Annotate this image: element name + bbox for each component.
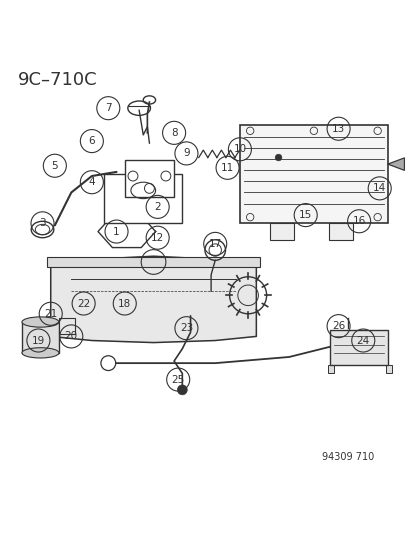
Text: 17: 17: [208, 239, 221, 249]
FancyBboxPatch shape: [104, 174, 182, 223]
Text: 7: 7: [105, 103, 112, 113]
Text: 24: 24: [356, 335, 369, 345]
FancyBboxPatch shape: [239, 125, 387, 223]
Text: 10: 10: [233, 144, 246, 154]
FancyBboxPatch shape: [328, 365, 334, 374]
Ellipse shape: [22, 348, 59, 358]
Text: 18: 18: [118, 298, 131, 309]
Text: 23: 23: [179, 323, 192, 333]
FancyBboxPatch shape: [22, 322, 59, 353]
Polygon shape: [387, 158, 404, 170]
FancyBboxPatch shape: [47, 257, 260, 266]
Text: 26: 26: [331, 321, 344, 331]
Text: 1: 1: [113, 227, 119, 237]
Text: 2: 2: [154, 202, 161, 212]
Circle shape: [275, 154, 281, 161]
Text: 5: 5: [51, 161, 58, 171]
Text: 21: 21: [44, 309, 57, 319]
Text: 22: 22: [77, 298, 90, 309]
Text: 20: 20: [64, 332, 78, 342]
Text: 11: 11: [221, 163, 234, 173]
FancyBboxPatch shape: [59, 318, 75, 334]
Text: 94309 710: 94309 710: [321, 452, 373, 462]
Text: 13: 13: [331, 124, 344, 134]
Text: 9C–710C: 9C–710C: [18, 71, 97, 89]
Text: 8: 8: [171, 128, 177, 138]
Ellipse shape: [22, 317, 59, 327]
Text: 19: 19: [32, 335, 45, 345]
Text: 9: 9: [183, 148, 189, 158]
Text: 12: 12: [151, 233, 164, 243]
FancyBboxPatch shape: [124, 159, 174, 197]
Text: 3: 3: [39, 219, 46, 228]
Text: 14: 14: [372, 183, 385, 193]
FancyBboxPatch shape: [385, 365, 391, 374]
Text: 16: 16: [352, 216, 365, 227]
FancyBboxPatch shape: [330, 330, 387, 365]
Circle shape: [177, 385, 187, 395]
FancyBboxPatch shape: [269, 223, 294, 240]
Text: 6: 6: [88, 136, 95, 146]
Text: 25: 25: [171, 375, 184, 385]
FancyBboxPatch shape: [328, 223, 353, 240]
Polygon shape: [51, 256, 256, 343]
Text: 15: 15: [298, 210, 311, 220]
Text: 4: 4: [88, 177, 95, 187]
